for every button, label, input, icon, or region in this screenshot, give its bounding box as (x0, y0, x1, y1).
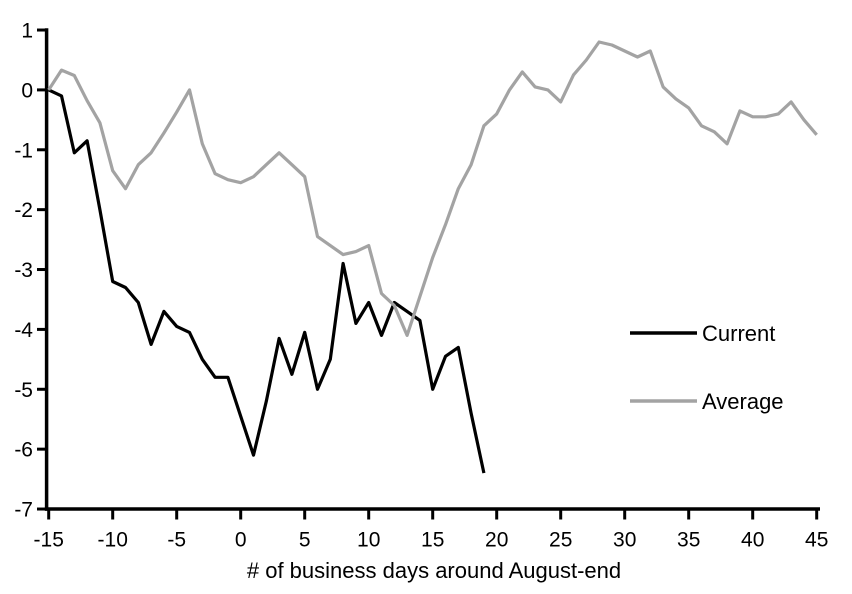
y-tick-label: 1 (21, 20, 33, 43)
x-tick-label: 15 (421, 529, 444, 552)
y-tick-label: -1 (14, 139, 33, 162)
x-tick-label: -5 (167, 529, 186, 552)
tick-labels: 10-1-2-3-4-5-6-7-15 -10 -5 0 5 10 15 20 25 30 35 40… (14, 20, 828, 552)
legend-label-average: Average (702, 389, 784, 414)
y-tick-label: -2 (14, 199, 33, 222)
x-tick-label: 35 (677, 529, 700, 552)
x-tick-label: 45 (805, 529, 828, 552)
y-tick-label: -5 (14, 379, 33, 402)
average-series-line (47, 40, 818, 337)
x-tick-label: 5 (299, 529, 311, 552)
x-tick-label: -15 (34, 529, 64, 552)
x-tick-label: 0 (235, 529, 247, 552)
legend: Current Average (630, 321, 784, 414)
y-tick-label: -7 (14, 499, 33, 522)
x-tick-label: -10 (98, 529, 128, 552)
x-tick-label: 40 (741, 529, 764, 552)
x-tick-label: 20 (485, 529, 508, 552)
legend-label-current: Current (702, 321, 775, 346)
current-series-line (48, 88, 486, 474)
y-tick-label: -3 (14, 259, 33, 282)
x-tick-label: 10 (357, 529, 380, 552)
x-tick-label: 25 (549, 529, 572, 552)
y-tick-label: 0 (21, 79, 33, 102)
y-tick-label: -6 (14, 439, 33, 462)
axes (37, 28, 820, 520)
y-tick-label: -4 (14, 319, 33, 342)
series-lines (47, 40, 818, 474)
x-axis-title: # of business days around August-end (247, 558, 621, 583)
x-tick-label: 30 (613, 529, 636, 552)
